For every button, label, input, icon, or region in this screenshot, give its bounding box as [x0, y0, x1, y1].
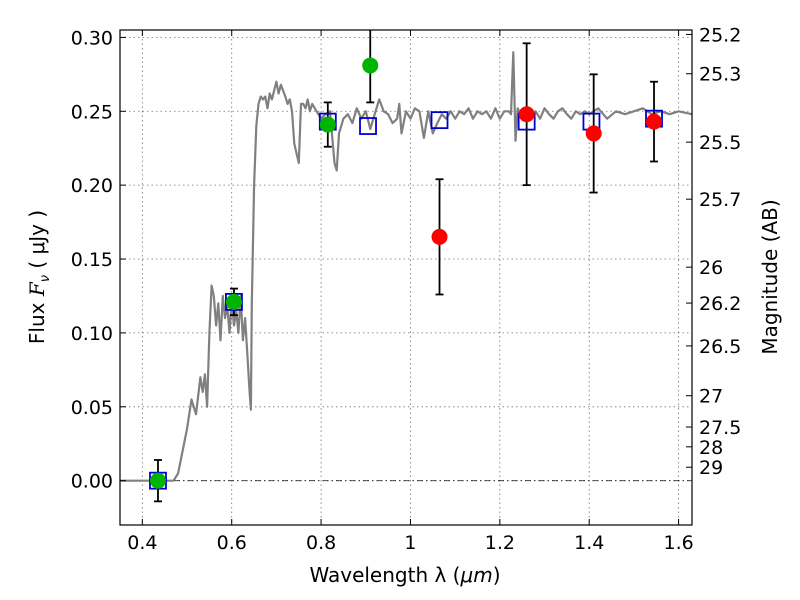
y-tick-label: 0.20 — [71, 175, 113, 197]
magnitude-tick-label: 26.2 — [699, 293, 741, 315]
data-point-marker — [518, 106, 535, 123]
y-tick-label: 0.25 — [71, 101, 113, 123]
x-tick-label: 0.4 — [127, 532, 157, 554]
y-tick-label: 0.00 — [71, 471, 113, 493]
tick-labels: 0.4 0.6 0.8 1 1.2 1.4 1.6 0.00 0.05 0.10 0.15 0.20 0… — [71, 24, 742, 554]
magnitude-tick-label: 25.5 — [699, 132, 741, 154]
y-tick-label: 0.10 — [71, 323, 113, 345]
spectrum-line — [120, 51, 692, 482]
y-tick-label: 0.15 — [71, 249, 113, 271]
magnitude-tick-label: 27 — [699, 386, 723, 408]
y-axis-title: Flux Fν ( μJy ) — [25, 210, 53, 344]
data-point-marker — [646, 113, 663, 130]
magnitude-tick-label: 25.2 — [699, 24, 741, 46]
data-point-marker — [319, 116, 336, 133]
data-point-marker — [362, 57, 379, 74]
data-point-marker — [149, 472, 166, 489]
x-tick-label: 1 — [404, 532, 416, 554]
x-tick-label: 1.6 — [663, 532, 693, 554]
model-spectrum — [120, 51, 692, 482]
axis-ticks — [120, 30, 692, 525]
photometry-points — [149, 57, 663, 489]
x-tick-label: 0.8 — [306, 532, 336, 554]
data-point-marker — [431, 228, 448, 245]
magnitude-tick-label: 29 — [699, 457, 723, 479]
magnitude-tick-label: 28 — [699, 437, 723, 459]
x-tick-label: 0.6 — [217, 532, 247, 554]
y-tick-label: 0.30 — [71, 27, 113, 49]
x-tick-label: 1.4 — [574, 532, 604, 554]
magnitude-tick-label: 25.3 — [699, 64, 741, 86]
model-square-marker — [359, 117, 377, 135]
magnitude-tick-label: 26.5 — [699, 336, 741, 358]
magnitude-tick-label: 25.7 — [699, 189, 741, 211]
magnitude-tick-label: 27.5 — [699, 417, 741, 439]
x-axis-title: Wavelength λ (μm) — [309, 563, 500, 587]
data-point-marker — [225, 293, 242, 310]
y-tick-label: 0.05 — [71, 397, 113, 419]
model-square-marker — [430, 111, 449, 130]
x-tick-label: 1.2 — [485, 532, 515, 554]
magnitude-tick-label: 26 — [699, 257, 723, 279]
plot-frame — [119, 29, 693, 526]
y2-axis-title: Magnitude (AB) — [758, 199, 782, 354]
grid-lines — [120, 30, 692, 525]
data-point-marker — [585, 125, 602, 142]
